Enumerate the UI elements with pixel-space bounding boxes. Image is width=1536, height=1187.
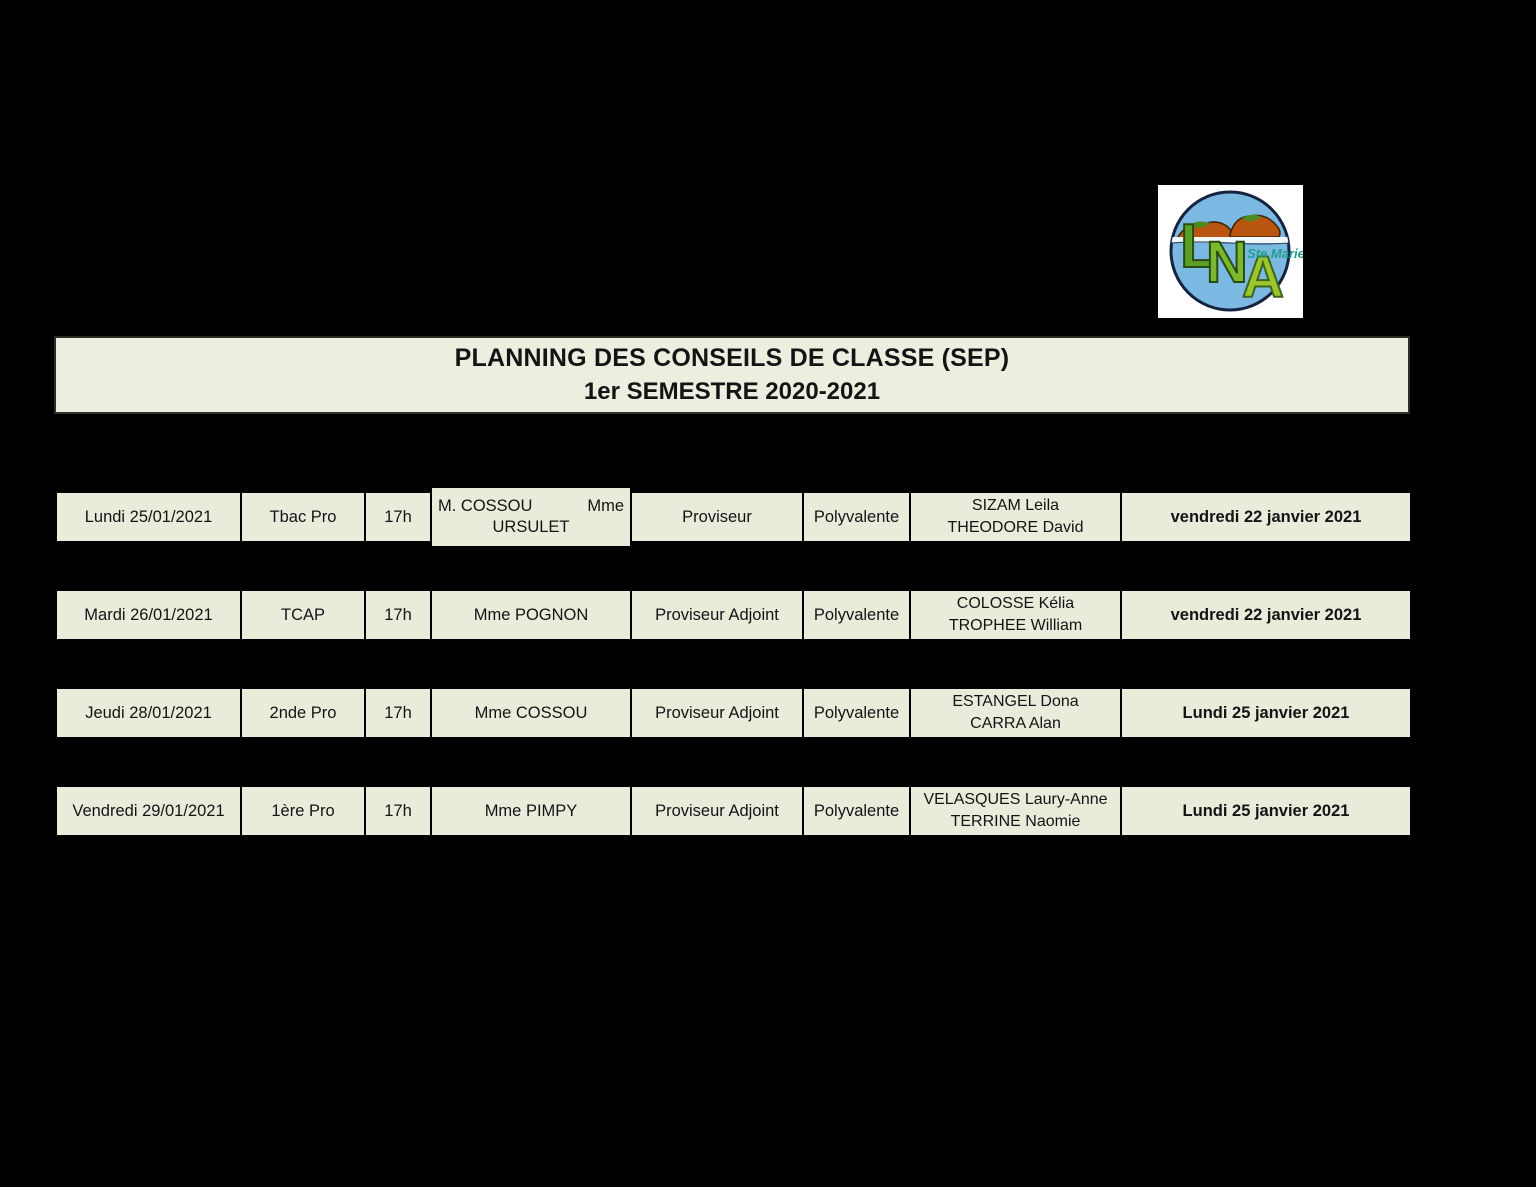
title-line-2: 1er SEMESTRE 2020-2021	[583, 378, 881, 406]
cell-deadline: vendredi 22 janvier 2021	[1120, 589, 1412, 641]
cell-date: Jeudi 28/01/2021	[55, 687, 242, 739]
student-name: THEODORE David	[947, 519, 1084, 536]
cell-time: 17h	[364, 589, 432, 641]
cell-deadline: Lundi 25 janvier 2021	[1120, 785, 1412, 837]
cell-students: COLOSSE Kélia TROPHEE William	[909, 589, 1122, 641]
logo-subtext: Ste Marie	[1247, 246, 1303, 261]
cell-class: 2nde Pro	[240, 687, 366, 739]
cell-chair: Proviseur Adjoint	[630, 687, 804, 739]
teacher-name: M. COSSOU	[438, 497, 533, 516]
cell-room: Polyvalente	[802, 785, 911, 837]
svg-text:L: L	[1180, 212, 1218, 281]
cell-students: ESTANGEL Dona CARRA Alan	[909, 687, 1122, 739]
cell-time: 17h	[364, 785, 432, 837]
logo-letters: L N A	[1179, 211, 1285, 311]
cell-students: SIZAM Leila THEODORE David	[909, 491, 1122, 543]
school-logo: L N A Ste Marie	[1158, 185, 1303, 318]
document-title: PLANNING DES CONSEILS DE CLASSE (SEP) 1e…	[54, 336, 1410, 414]
student-name: CARRA Alan	[970, 715, 1061, 732]
student-name: SIZAM Leila	[971, 496, 1060, 514]
cell-room: Polyvalente	[802, 687, 911, 739]
cell-chair: Proviseur Adjoint	[630, 589, 804, 641]
cell-room: Polyvalente	[802, 589, 911, 641]
cell-class: TCAP	[240, 589, 366, 641]
table-row: Mardi 26/01/2021 TCAP 17h Mme POGNON Pro…	[55, 589, 1412, 641]
svg-text:A: A	[1242, 245, 1284, 310]
cell-teachers: Mme COSSOU	[430, 687, 632, 739]
teacher-name: URSULET	[492, 518, 570, 536]
teacher-line-1: M. COSSOU Mme	[432, 496, 630, 517]
cell-teachers: Mme PIMPY	[430, 785, 632, 837]
logo-islands	[1171, 214, 1289, 245]
cell-deadline: Lundi 25 janvier 2021	[1120, 687, 1412, 739]
cell-chair: Proviseur	[630, 491, 804, 543]
table-row: Lundi 25/01/2021 Tbac Pro 17h M. COSSOU …	[55, 486, 1412, 548]
cell-teachers: Mme POGNON	[430, 589, 632, 641]
student-name: ESTANGEL Dona	[952, 692, 1079, 710]
cell-time: 17h	[364, 491, 432, 543]
lna-logo-graphic: L N A Ste Marie	[1169, 190, 1303, 312]
student-name: TROPHEE William	[948, 617, 1083, 634]
cell-deadline: vendredi 22 janvier 2021	[1120, 491, 1412, 543]
svg-text:N: N	[1206, 230, 1248, 295]
cell-students: VELASQUES Laury-Anne TERRINE Naomie	[909, 785, 1122, 837]
cell-time: 17h	[364, 687, 432, 739]
cell-class: Tbac Pro	[240, 491, 366, 543]
title-line-1: PLANNING DES CONSEILS DE CLASSE (SEP)	[454, 343, 1010, 372]
teacher-title: Mme	[587, 497, 624, 516]
cell-chair: Proviseur Adjoint	[630, 785, 804, 837]
cell-date: Mardi 26/01/2021	[55, 589, 242, 641]
cell-room: Polyvalente	[802, 491, 911, 543]
table-row: Jeudi 28/01/2021 2nde Pro 17h Mme COSSOU…	[55, 687, 1412, 739]
student-name: COLOSSE Kélia	[956, 594, 1075, 612]
cell-date: Lundi 25/01/2021	[55, 491, 242, 543]
table-row: Vendredi 29/01/2021 1ère Pro 17h Mme PIM…	[55, 785, 1412, 837]
cell-date: Vendredi 29/01/2021	[55, 785, 242, 837]
student-name: TERRINE Naomie	[950, 813, 1081, 830]
student-name: VELASQUES Laury-Anne	[923, 790, 1108, 808]
cell-class: 1ère Pro	[240, 785, 366, 837]
cell-teachers: M. COSSOU Mme URSULET	[430, 486, 632, 548]
